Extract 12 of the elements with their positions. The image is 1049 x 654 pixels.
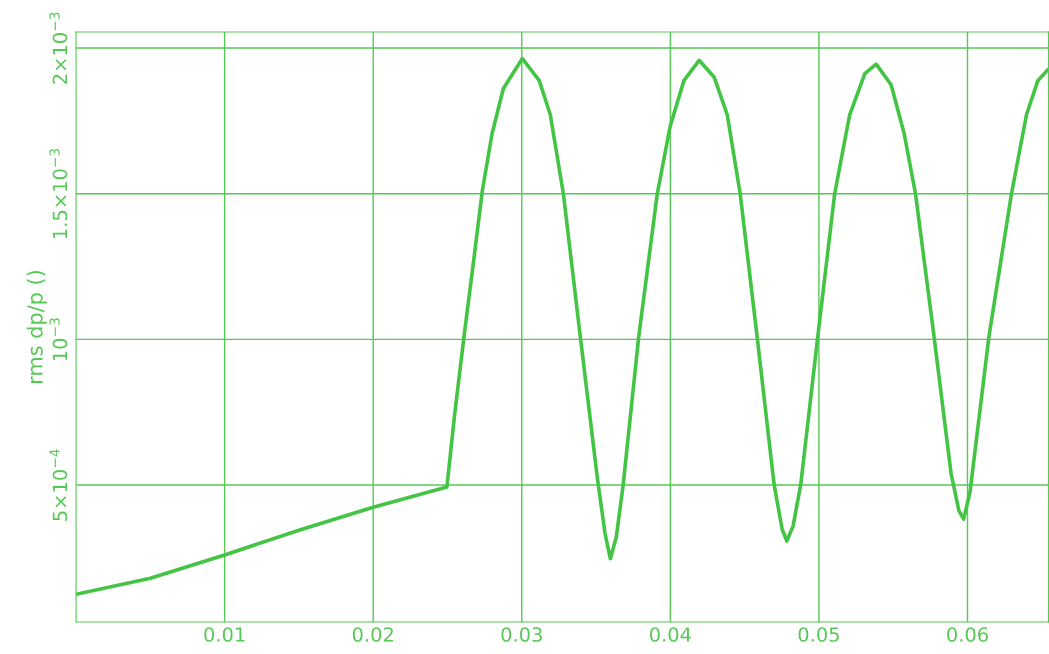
y-tick-label: 5×10$^{−4}$: [49, 449, 68, 521]
x-tick-label: 0.05: [798, 627, 839, 642]
x-tick-label: 0.03: [501, 627, 542, 642]
y-tick-label: 10$^{−3}$: [49, 318, 68, 361]
x-tick-label: 0.06: [947, 627, 988, 642]
y-axis-title: rms dp/p (): [26, 271, 47, 383]
y-tick-label: 2×10$^{−3}$: [49, 12, 68, 84]
y-tick-label: 1.5×10$^{−3}$: [49, 148, 68, 238]
x-tick-label: 0.02: [352, 627, 393, 642]
line-series: [76, 56, 1049, 597]
x-tick-label: 0.01: [204, 627, 245, 642]
x-tick-label: 0.04: [649, 627, 691, 642]
